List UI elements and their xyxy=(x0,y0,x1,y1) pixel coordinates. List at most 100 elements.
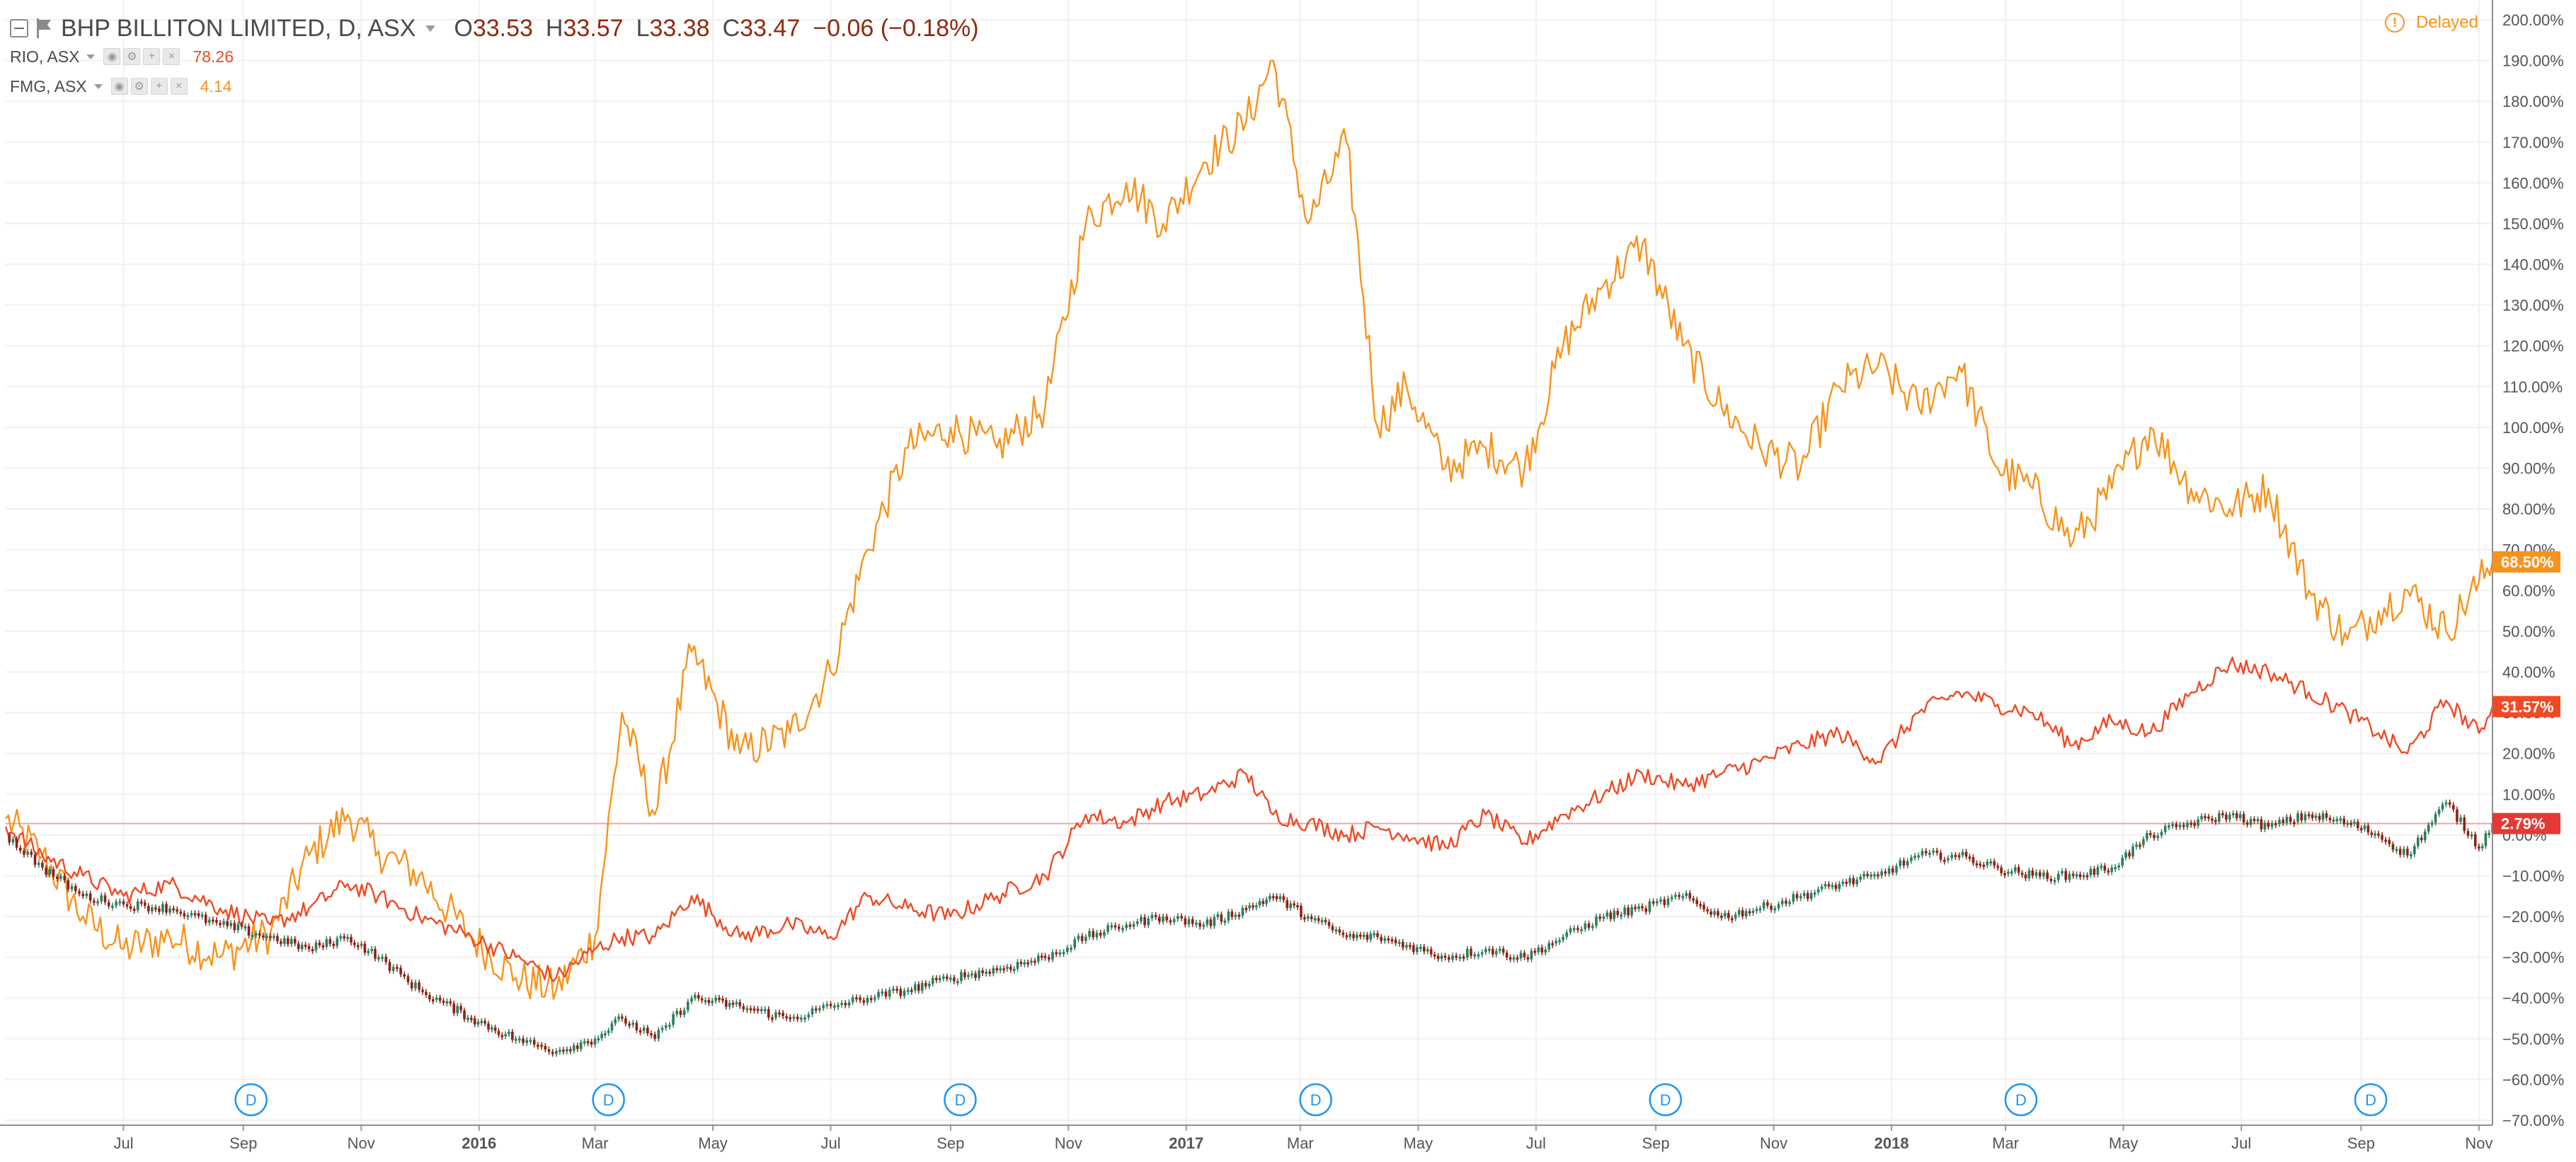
candle[interactable] xyxy=(1630,907,1633,916)
candle[interactable] xyxy=(949,977,952,980)
candle[interactable] xyxy=(1627,907,1630,916)
candle[interactable] xyxy=(1762,902,1765,909)
candle[interactable] xyxy=(628,1023,631,1026)
candle[interactable] xyxy=(903,990,906,996)
candle[interactable] xyxy=(2139,844,2141,847)
candle[interactable] xyxy=(1540,947,1544,953)
candle[interactable] xyxy=(251,935,254,938)
candle[interactable] xyxy=(2296,813,2299,822)
candle[interactable] xyxy=(1906,861,1909,866)
candle[interactable] xyxy=(1975,863,1979,865)
candle[interactable] xyxy=(1748,911,1751,914)
candle[interactable] xyxy=(888,989,891,997)
candle[interactable] xyxy=(1473,954,1477,957)
candle[interactable] xyxy=(540,1045,543,1047)
candle[interactable] xyxy=(1895,865,1898,873)
candle[interactable] xyxy=(2300,813,2303,821)
candle[interactable] xyxy=(1070,948,1072,950)
candle[interactable] xyxy=(247,926,251,936)
candle[interactable] xyxy=(1501,948,1505,953)
candle[interactable] xyxy=(2318,815,2321,820)
candle[interactable] xyxy=(562,1049,565,1052)
candle[interactable] xyxy=(1338,929,1341,933)
candle[interactable] xyxy=(1602,916,1605,919)
candle[interactable] xyxy=(1724,913,1727,917)
candle[interactable] xyxy=(881,991,884,994)
candle[interactable] xyxy=(631,1023,635,1025)
candle[interactable] xyxy=(207,919,211,924)
candle[interactable] xyxy=(700,998,704,1001)
candle[interactable] xyxy=(2335,819,2339,822)
candle[interactable] xyxy=(1751,911,1755,914)
candle[interactable] xyxy=(332,943,336,946)
candle[interactable] xyxy=(825,1003,829,1006)
candle[interactable] xyxy=(707,1000,711,1003)
candle[interactable] xyxy=(2200,816,2203,819)
candle[interactable] xyxy=(1855,880,1859,885)
candle[interactable] xyxy=(11,839,15,843)
candle[interactable] xyxy=(892,989,895,991)
candle[interactable] xyxy=(1466,948,1469,958)
candle[interactable] xyxy=(1440,955,1443,960)
candle[interactable] xyxy=(2031,870,2034,876)
candle[interactable] xyxy=(1806,893,1809,899)
candle[interactable] xyxy=(1558,940,1561,943)
candle[interactable] xyxy=(555,1051,558,1054)
candle[interactable] xyxy=(672,1014,675,1025)
candle[interactable] xyxy=(1282,896,1286,901)
candle[interactable] xyxy=(1223,920,1227,923)
candle[interactable] xyxy=(350,936,353,943)
candle[interactable] xyxy=(1303,917,1306,920)
candle[interactable] xyxy=(1824,884,1827,887)
candle[interactable] xyxy=(1616,911,1620,915)
candle[interactable] xyxy=(1128,924,1132,927)
candle[interactable] xyxy=(874,997,876,1000)
candle[interactable] xyxy=(572,1045,576,1051)
candle[interactable] xyxy=(360,943,363,946)
candle[interactable] xyxy=(1816,889,1820,893)
candle[interactable] xyxy=(1827,884,1831,887)
candle[interactable] xyxy=(1834,885,1838,890)
plus-icon[interactable]: + xyxy=(143,48,161,65)
candle[interactable] xyxy=(254,933,258,936)
candle[interactable] xyxy=(551,1052,554,1054)
candle[interactable] xyxy=(660,1028,664,1030)
candle[interactable] xyxy=(2153,834,2156,839)
candle[interactable] xyxy=(1792,894,1795,902)
candle[interactable] xyxy=(136,901,139,910)
candle[interactable] xyxy=(1656,901,1659,904)
candle[interactable] xyxy=(339,936,343,939)
candle[interactable] xyxy=(1345,935,1349,938)
candle[interactable] xyxy=(1065,948,1069,952)
candle[interactable] xyxy=(1717,911,1719,916)
candle[interactable] xyxy=(2163,826,2167,832)
candle[interactable] xyxy=(1544,949,1547,953)
candle[interactable] xyxy=(999,968,1002,971)
candle[interactable] xyxy=(236,924,240,931)
candle[interactable] xyxy=(2263,822,2267,829)
candle[interactable] xyxy=(1135,921,1139,924)
candle[interactable] xyxy=(728,1002,731,1007)
candle[interactable] xyxy=(1358,934,1362,937)
candle[interactable] xyxy=(428,995,431,1000)
candle[interactable] xyxy=(985,971,988,974)
candle[interactable] xyxy=(1788,902,1791,904)
candle[interactable] xyxy=(1880,871,1883,876)
collapse-icon[interactable] xyxy=(10,19,28,38)
candle[interactable] xyxy=(2413,846,2416,855)
candle[interactable] xyxy=(2366,825,2370,833)
candle[interactable] xyxy=(1296,904,1299,907)
candle[interactable] xyxy=(2267,822,2270,827)
dividend-icon[interactable]: D xyxy=(2004,1083,2038,1117)
dividend-icon[interactable]: D xyxy=(1299,1083,1332,1117)
candle[interactable] xyxy=(2042,873,2045,877)
candle[interactable] xyxy=(2470,834,2473,836)
candle[interactable] xyxy=(1699,904,1702,907)
candle[interactable] xyxy=(1062,951,1065,954)
candle[interactable] xyxy=(183,913,186,916)
candle[interactable] xyxy=(1924,851,1928,853)
candle[interactable] xyxy=(1387,938,1390,941)
candle[interactable] xyxy=(731,1002,735,1005)
candle[interactable] xyxy=(913,984,917,991)
candle[interactable] xyxy=(321,945,325,948)
